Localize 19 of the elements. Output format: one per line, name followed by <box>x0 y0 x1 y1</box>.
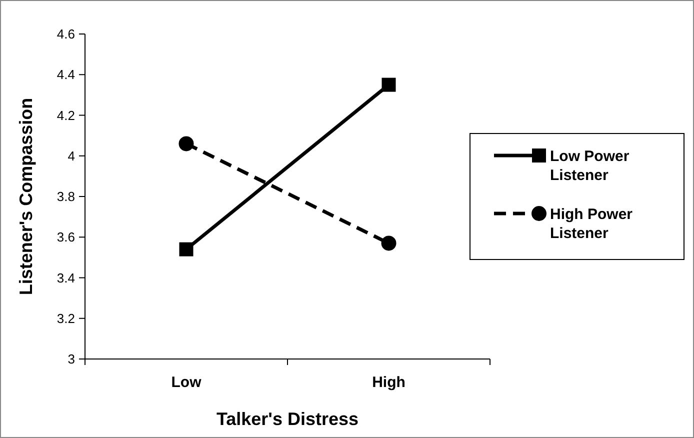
legend-label: High Power Listener <box>550 206 633 242</box>
x-axis-title: Talker's Distress <box>216 409 359 429</box>
y-tick-label: 4.2 <box>56 108 75 123</box>
y-axis-title: Listener's Compassion <box>16 98 36 296</box>
y-tick-label: 3 <box>68 352 75 367</box>
point <box>179 242 194 256</box>
y-tick-label: 3.6 <box>56 230 75 245</box>
y-tick-label: 4.4 <box>56 67 75 82</box>
y-tick-label: 3.2 <box>56 310 75 326</box>
point <box>382 78 396 92</box>
y-tick-label: 4 <box>68 148 75 164</box>
legend-label: Low Power Listener <box>550 148 630 184</box>
x-tick-label: High <box>372 374 406 391</box>
y-tick-label: 3.4 <box>56 270 75 286</box>
point <box>381 236 396 251</box>
y-tick-label: 4.6 <box>56 26 75 42</box>
x-tick-label: Low <box>171 374 202 391</box>
y-tick-label: 3.8 <box>56 189 75 204</box>
point <box>178 136 194 152</box>
